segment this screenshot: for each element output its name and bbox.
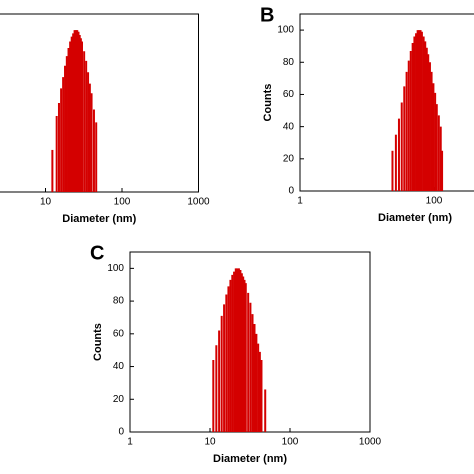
x-axis-label: Diameter (nm) <box>62 213 136 225</box>
x-tick-label: 1000 <box>187 197 210 208</box>
y-tick-label: 0 <box>288 186 294 197</box>
y-tick-label: 40 <box>283 121 295 132</box>
x-tick-label: 100 <box>282 437 299 448</box>
x-tick-label: 100 <box>114 197 131 208</box>
x-tick-label: 10 <box>40 197 52 208</box>
y-tick-label: 80 <box>283 57 295 68</box>
x-tick-label: 1000 <box>359 437 382 448</box>
y-tick-label: 40 <box>113 361 125 372</box>
panel-label: B <box>260 4 274 26</box>
plot-frame <box>0 13 199 193</box>
plot-frame <box>299 13 474 192</box>
y-axis-label: Counts <box>92 323 104 361</box>
y-tick-label: 20 <box>283 153 295 164</box>
y-tick-label: 20 <box>113 394 125 405</box>
y-tick-label: 80 <box>113 296 125 307</box>
x-tick-label: 10 <box>204 437 216 448</box>
y-tick-label: 60 <box>113 328 125 339</box>
y-axis-label: Counts <box>262 84 274 122</box>
panel-label: C <box>90 242 104 264</box>
y-tick-label: 100 <box>277 25 294 36</box>
x-axis-label: Diameter (nm) <box>213 453 287 465</box>
x-tick-label: 1 <box>297 196 303 207</box>
x-tick-label: 100 <box>426 196 443 207</box>
y-tick-label: 100 <box>107 263 124 274</box>
y-tick-label: 60 <box>283 89 295 100</box>
x-tick-label: 1 <box>127 437 133 448</box>
x-axis-label: Diameter (nm) <box>378 212 452 224</box>
y-tick-label: 0 <box>118 427 124 438</box>
